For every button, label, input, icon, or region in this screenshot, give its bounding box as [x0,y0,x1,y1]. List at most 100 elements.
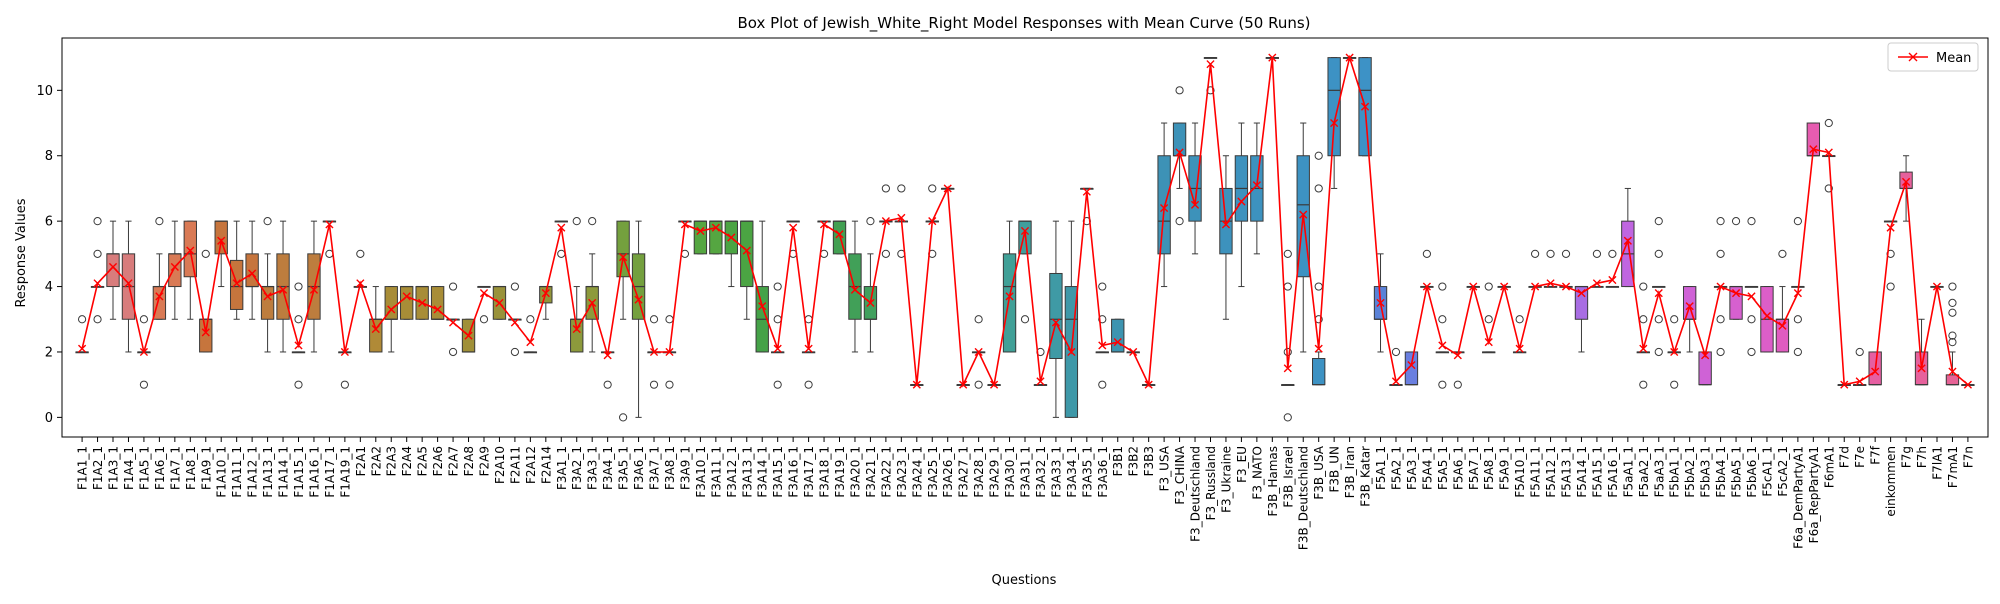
x-tick-label: F2A5 [416,446,430,476]
mean-marker [1577,289,1586,298]
x-tick-label: F1A9_1 [199,446,213,490]
x-tick-label: F5aA1_1 [1621,446,1635,497]
mean-marker [1747,292,1756,301]
x-tick-label: F3A2_1 [570,446,584,490]
outlier-point [1314,184,1323,193]
mean-marker [619,253,628,262]
box-body [693,220,708,255]
box-body [1327,57,1341,157]
outlier-point [1670,315,1679,324]
box-body [1312,358,1326,386]
mean-marker [1067,347,1076,357]
x-tick-label: F5bA1_1 [1668,446,1682,498]
mean-marker [278,285,288,294]
legend-x-marker [1908,52,1918,62]
x-tick-label: F5A2_1 [1389,446,1403,490]
outlier-point [1530,249,1540,258]
outlier-point [572,217,581,226]
outlier-point [1716,217,1725,226]
x-tick-label: F1A15_1 [292,446,306,498]
box-group [693,220,708,255]
outlier-point [1886,282,1895,291]
x-tick-label: F3A14_1 [756,446,770,498]
mean-marker [696,226,705,236]
mean-marker [1345,53,1354,62]
mean-marker [1701,351,1710,360]
box-group [755,220,769,353]
mean-marker [866,298,875,308]
x-tick-label: F3A28_1 [972,446,986,498]
outlier-point [510,347,520,357]
outlier-point [294,380,303,389]
mean-marker [418,298,427,308]
x-tick-label: F3_USA [1158,445,1172,491]
outlier-point [1793,315,1802,324]
mean-marker [1546,279,1555,288]
mean-marker [201,328,210,337]
box-group [709,220,723,255]
x-tick-label: F7h [1915,446,1929,468]
x-tick-label: F1A3_1 [107,446,121,490]
x-tick-label: F6a_DemPartyA1 [1791,446,1805,549]
mean-marker [1824,148,1833,157]
mean-marker [387,305,396,314]
x-tick-label: F3A12_1 [725,446,739,498]
mean-marker [1144,380,1153,389]
box-group [152,217,167,320]
outlier-point [1793,217,1802,226]
x-tick-label: F5A13_1 [1560,446,1574,498]
x-tick-label: F7f [1869,445,1883,465]
mean-marker [1330,118,1339,128]
x-tick-label: F5bA4_1 [1714,446,1728,498]
x-tick-label: F3B_Hamas [1266,446,1280,516]
outlier-point [1948,308,1957,317]
box-group [214,220,228,288]
mean-marker [1453,351,1462,360]
outlier-point [448,282,458,291]
box-group [1559,249,1573,288]
outlier-point [1948,282,1957,291]
mean-marker [1082,187,1091,196]
outlier-point [448,347,458,357]
x-tick-label: F6a_RepPartyA1 [1807,446,1821,543]
mean-marker [1963,380,1973,389]
mean-marker [1623,236,1632,245]
y-tick-label: 0 [45,411,53,426]
box-group [1203,57,1218,95]
legend-frame [1887,42,1979,72]
x-tick-label: F2A12 [524,446,538,484]
mean-marker [1206,60,1215,69]
mean-marker [557,223,566,232]
mean-marker [897,213,906,222]
x-tick-label: F3A8_1 [663,446,677,490]
box-group [740,220,754,320]
y-tick-label: 6 [45,215,53,230]
x-tick-label: F3A17_1 [802,446,816,498]
outlier-point [1731,217,1741,226]
box-group [1744,217,1759,357]
mean-marker [1592,279,1602,288]
x-tick-label: F1A8_1 [184,446,198,490]
outlier-point [93,249,102,258]
mean-marker [850,285,860,294]
x-tick-label: F1A2_1 [91,446,105,490]
x-tick-label: F3A33_1 [1049,446,1063,498]
mean-marker [248,269,257,278]
box-body [740,220,754,288]
mean-marker [1670,347,1679,357]
mean-marker [572,324,581,334]
x-tick-label: F3_NATO [1250,446,1264,500]
box-group [570,217,584,353]
outlier-point [1391,347,1401,357]
mean-marker [1376,298,1385,308]
box-group [1698,351,1712,386]
x-tick-label: F5A9_1 [1498,446,1512,490]
mean-marker [1391,377,1401,386]
x-tick-label: F3A18_1 [818,446,832,498]
mean-marker [959,380,968,389]
outlier-point [1654,347,1663,357]
x-axis-label: Questions [992,573,1057,588]
mean-marker [77,344,87,353]
